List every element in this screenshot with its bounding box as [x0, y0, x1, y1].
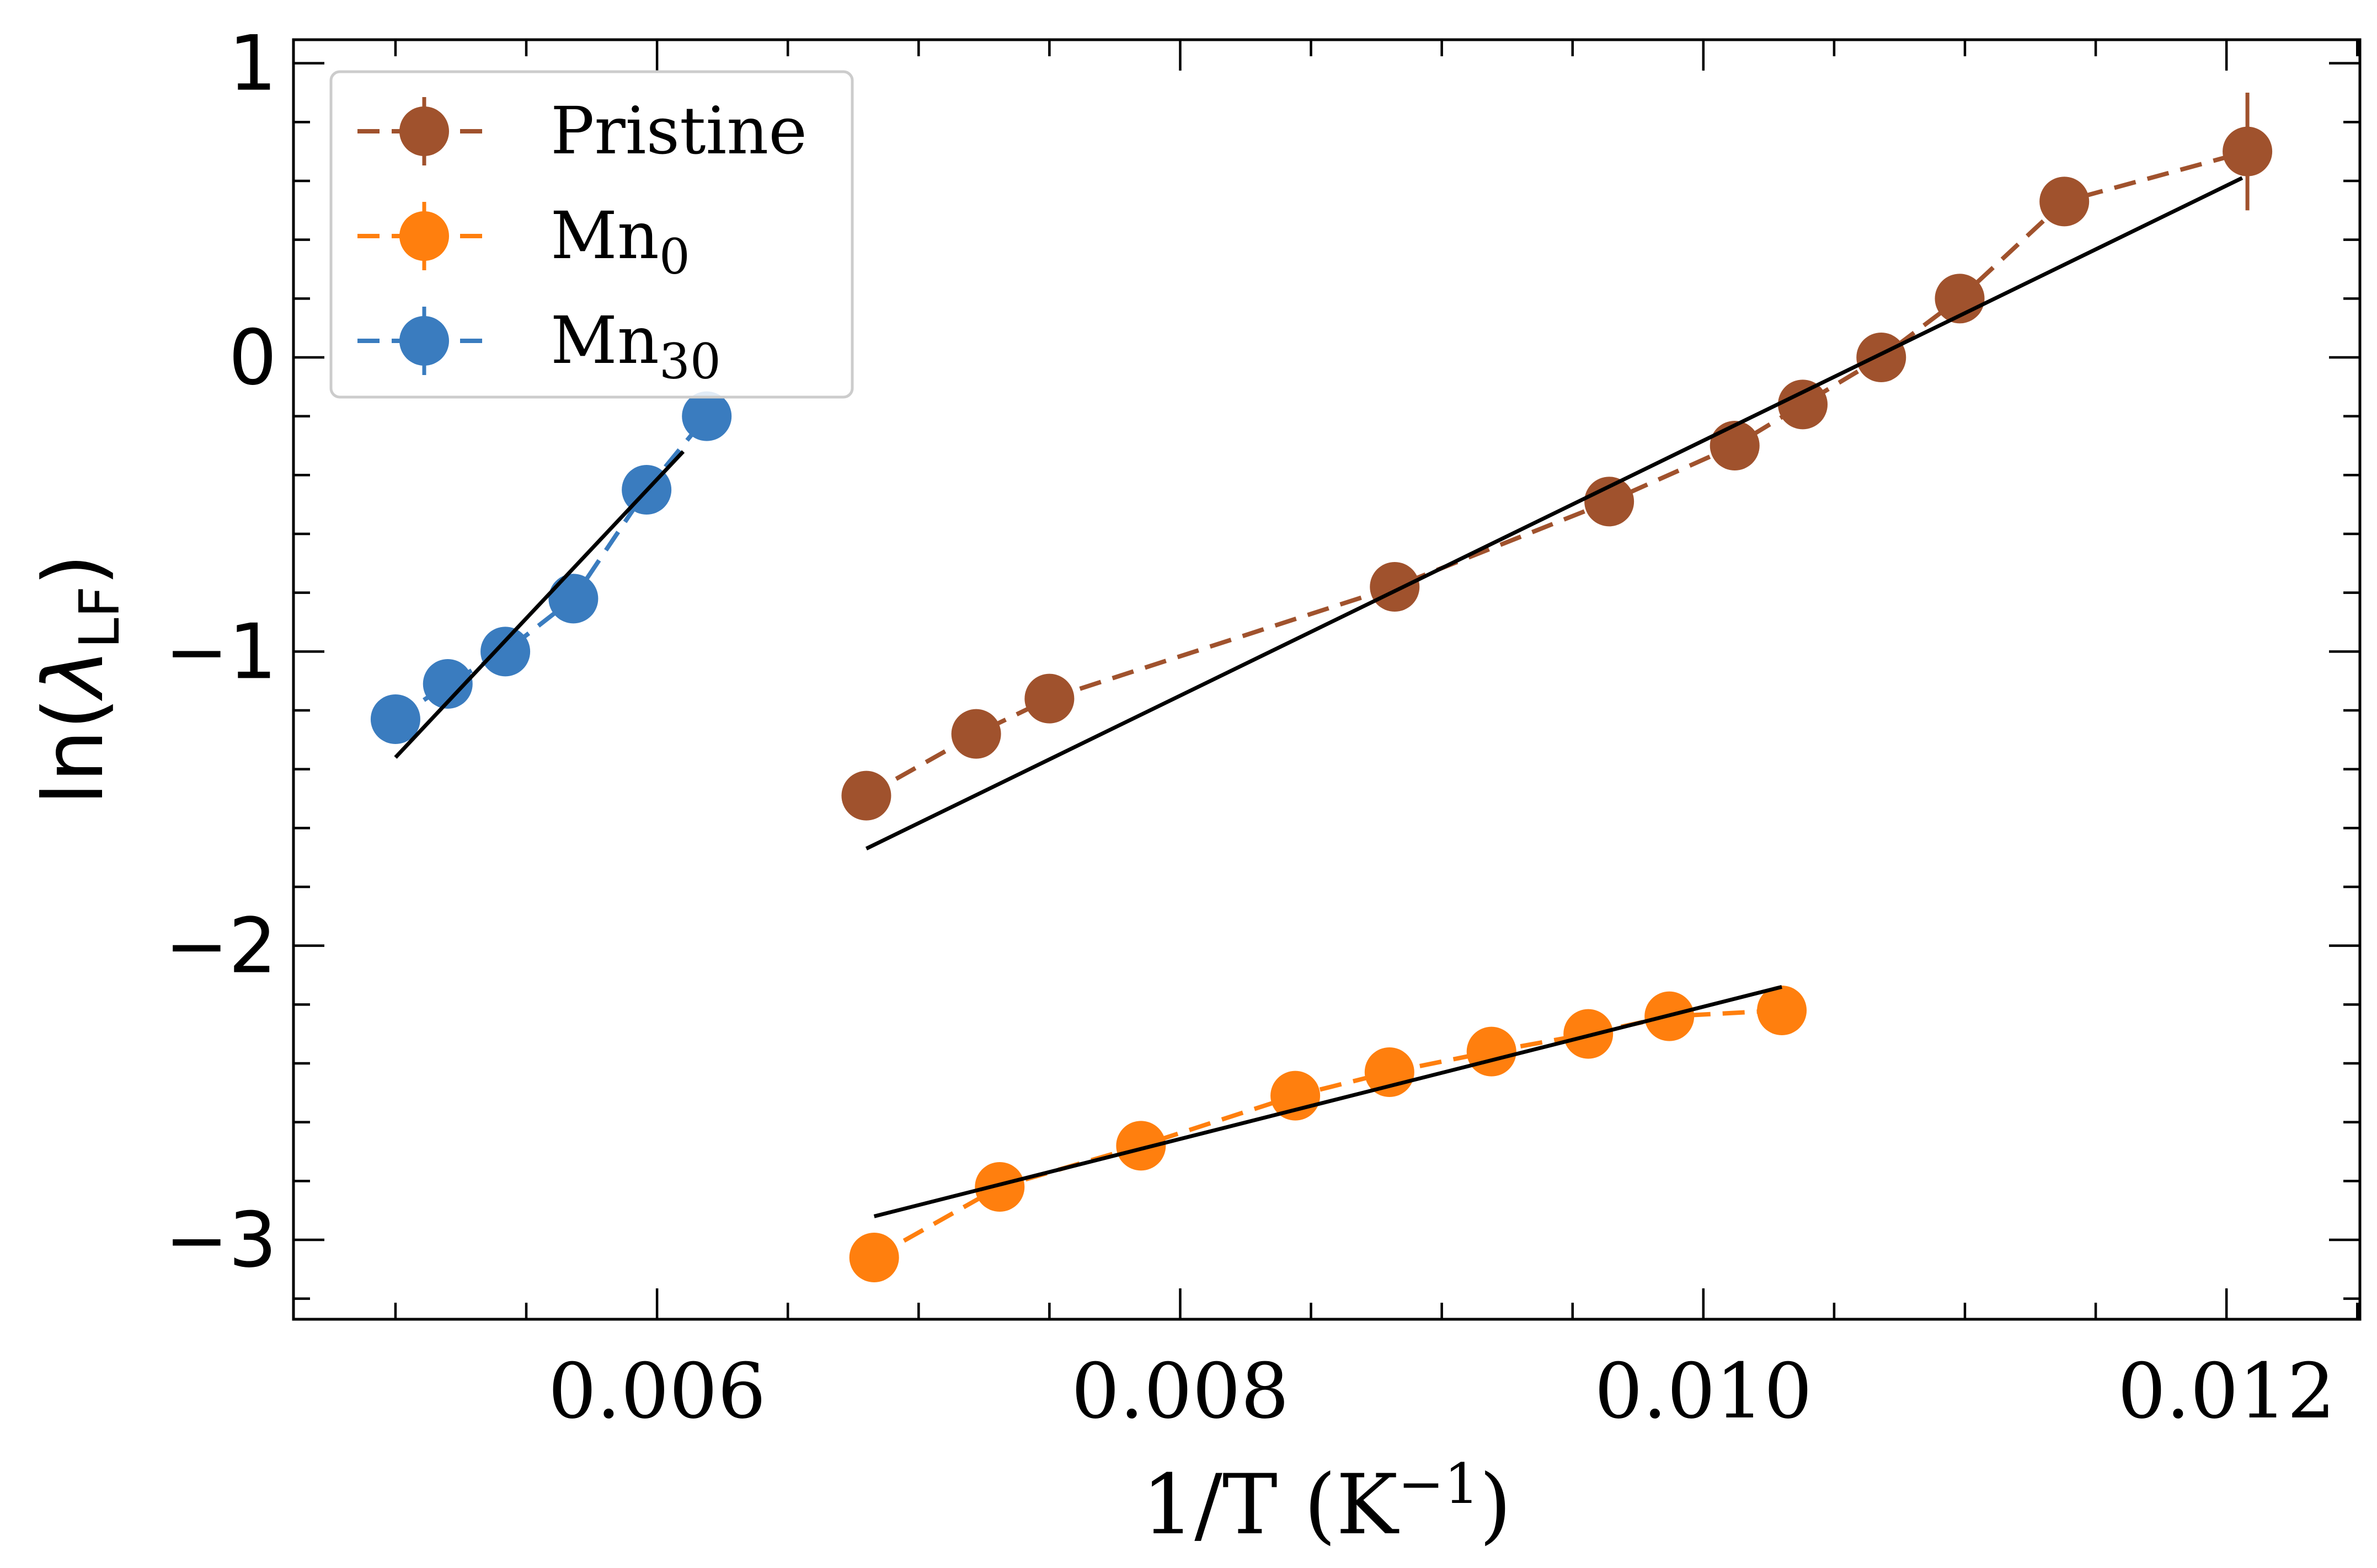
legend-label: Mn30 [551, 302, 721, 390]
data-point [2039, 176, 2090, 227]
legend-frame [329, 70, 854, 399]
fit-line-pristine [865, 176, 2244, 850]
legend-label-subscript: 0 [659, 228, 690, 285]
plot-area [370, 93, 2273, 1282]
y-axis-title-subscript: LF [67, 586, 132, 649]
legend-entry-mn30: Mn30 [357, 302, 721, 390]
axes-frame [292, 38, 2362, 1321]
legend: Pristine Mn0 Mn30 [329, 70, 854, 399]
legend-label: Pristine [551, 93, 807, 169]
x-tick-label: 0.006 [548, 1347, 766, 1436]
legend-label-subscript: 30 [659, 333, 721, 390]
data-point [1757, 986, 1807, 1035]
data-point [480, 627, 531, 677]
x-tick-label: 0.008 [1071, 1347, 1289, 1436]
data-point [423, 659, 473, 709]
y-tick-label: −2 [165, 902, 277, 991]
fit-line-mn30 [394, 450, 685, 759]
data-point [682, 391, 732, 441]
data-point [548, 574, 599, 624]
legend-entry-mn0: Mn0 [357, 197, 690, 285]
data-point [951, 709, 1001, 759]
data-point [1116, 1121, 1166, 1171]
legend-label: Mn0 [551, 197, 690, 285]
y-tick-label: 0 [228, 313, 277, 402]
data-point [2223, 126, 2273, 176]
data-point [1584, 477, 1634, 527]
data-point [849, 1233, 899, 1282]
data-point [975, 1162, 1025, 1212]
data-point [1466, 1026, 1516, 1077]
legend-marker [399, 211, 449, 261]
x-tick-label: 0.010 [1594, 1347, 1812, 1436]
fit-line-mn0 [873, 984, 1782, 1218]
data-point [1778, 379, 1828, 430]
y-tick-label: 1 [228, 19, 277, 108]
data-point [841, 770, 891, 821]
x-axis-title: 1/T (K−1) [1142, 1452, 1511, 1553]
legend-entry-pristine: Pristine [357, 93, 807, 169]
x-tick-label: 0.012 [2118, 1347, 2336, 1436]
data-point [370, 694, 420, 744]
y-axis-title: ln(λLF) [26, 554, 132, 805]
axis-ticks [293, 40, 2360, 1319]
data-point [1856, 333, 1906, 382]
data-point [1024, 673, 1075, 724]
legend-marker [399, 106, 449, 156]
data-point [1710, 421, 1760, 470]
x-axis-title-superscript: −1 [1398, 1452, 1479, 1516]
legend-marker [399, 316, 449, 366]
tick-labels: 0.006 0.008 0.010 0.012 1 0 −1 −2 −3 [165, 19, 2336, 1436]
y-tick-label: −3 [165, 1196, 277, 1285]
y-tick-label: −1 [165, 607, 277, 696]
data-point [1370, 562, 1420, 612]
